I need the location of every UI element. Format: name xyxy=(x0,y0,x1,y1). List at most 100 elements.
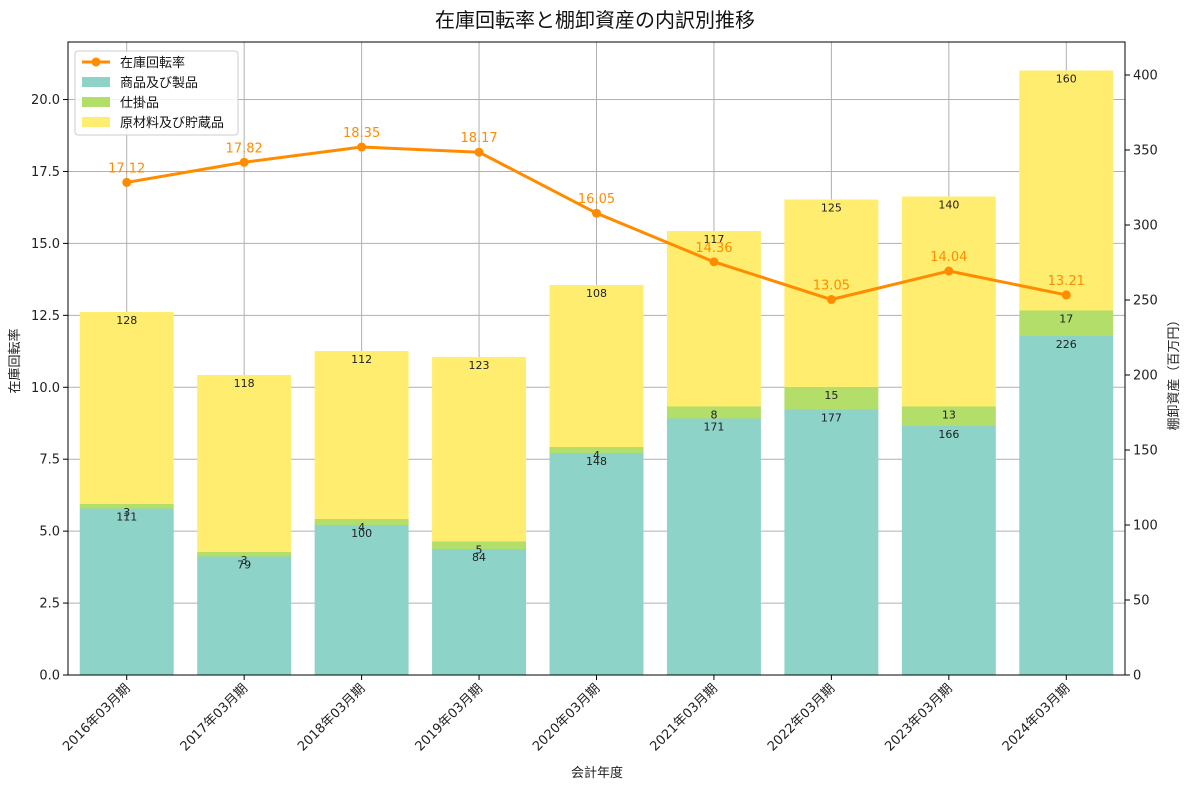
y-left-tick-label: 20.0 xyxy=(31,93,60,108)
bar-value-label: 108 xyxy=(586,287,607,300)
turnover-value-label: 14.04 xyxy=(930,250,967,265)
bar-segment xyxy=(666,406,761,419)
bar-segment xyxy=(314,525,409,675)
bar-value-label: 13 xyxy=(942,409,956,422)
bar-value-label: 17 xyxy=(1059,313,1073,326)
bar-value-label: 148 xyxy=(586,455,607,468)
y-left-tick-label: 17.5 xyxy=(31,165,60,180)
y-axis-left-title: 在庫回転率 xyxy=(7,328,23,393)
y-left-tick-label: 7.5 xyxy=(39,453,60,468)
bar-value-label: 79 xyxy=(237,559,251,572)
y-right-tick-label: 250 xyxy=(1133,294,1158,309)
bar-segment xyxy=(79,312,174,504)
bar-value-label: 100 xyxy=(351,527,372,540)
turnover-point xyxy=(709,257,719,267)
chart-title: 在庫回転率と棚卸資産の内訳別推移 xyxy=(435,8,755,32)
y-left-tick-label: 12.5 xyxy=(31,309,60,324)
bar-segment xyxy=(901,406,996,426)
y-right-tick-label: 150 xyxy=(1133,444,1158,459)
turnover-point xyxy=(357,142,367,152)
y-left-tick-label: 0.0 xyxy=(39,669,60,684)
bar-value-label: 3 xyxy=(241,554,248,567)
bar-segment xyxy=(197,556,292,675)
bar-segment xyxy=(666,418,761,675)
legend-line-marker xyxy=(91,57,101,67)
x-tick-label: 2021年03月期 xyxy=(647,681,720,754)
bar-segment xyxy=(432,541,527,549)
bar-segment xyxy=(314,351,409,519)
y-right-tick-label: 0 xyxy=(1133,669,1141,684)
y-axis-right-title: 棚卸資産（百万円） xyxy=(1166,313,1182,430)
legend-swatch xyxy=(82,77,110,87)
x-tick-label: 2022年03月期 xyxy=(765,681,838,754)
bar-segment xyxy=(1019,336,1114,675)
y-left-tick-label: 15.0 xyxy=(31,237,60,252)
turnover-value-label: 17.82 xyxy=(226,141,263,156)
x-tick-label: 2024年03月期 xyxy=(1000,681,1073,754)
turnover-point xyxy=(1061,290,1071,300)
turnover-value-label: 13.05 xyxy=(813,279,850,294)
x-axis-title: 会計年度 xyxy=(571,765,623,781)
x-tick-label: 2019年03月期 xyxy=(413,681,486,754)
turnover-point xyxy=(239,157,249,167)
bar-value-label: 8 xyxy=(710,409,717,422)
bar-value-label: 15 xyxy=(824,389,838,402)
bar-segment xyxy=(549,285,644,447)
bar-value-label: 5 xyxy=(476,544,483,557)
y-right-tick-label: 300 xyxy=(1133,219,1158,234)
line-layer: 17.12 17.82 18.35 18.17 16.05 14.36 13.05 14.04… xyxy=(108,126,1085,305)
y-right-tick-label: 50 xyxy=(1133,594,1150,609)
bar-segment xyxy=(1019,310,1114,336)
x-tick-label: 2020年03月期 xyxy=(530,681,603,754)
legend-box xyxy=(74,50,239,136)
y-right-tick-label: 200 xyxy=(1133,369,1158,384)
bar-value-label: 112 xyxy=(351,353,372,366)
legend-label: 在庫回転率 xyxy=(120,55,185,71)
turnover-value-label: 14.36 xyxy=(695,241,732,256)
y-right-tick-label: 100 xyxy=(1133,519,1158,534)
bar-value-label: 226 xyxy=(1056,338,1077,351)
turnover-point xyxy=(592,208,601,218)
bar-segment xyxy=(784,409,879,675)
turnover-point xyxy=(826,295,836,305)
legend-swatch xyxy=(82,97,110,107)
bar-segment xyxy=(197,552,292,557)
y-right-tick-label: 400 xyxy=(1133,69,1158,84)
y-left-tick-label: 5.0 xyxy=(39,525,60,540)
legend-label: 原材料及び貯蔵品 xyxy=(120,116,224,131)
bar-segment xyxy=(901,426,996,675)
turnover-point xyxy=(122,177,132,187)
bar-value-label: 166 xyxy=(938,428,959,441)
x-tick-label: 2018年03月期 xyxy=(295,681,368,754)
bar-value-label: 128 xyxy=(116,314,137,327)
turnover-value-label: 18.35 xyxy=(343,126,380,141)
bar-value-label: 171 xyxy=(703,421,724,434)
bar-segment xyxy=(901,196,996,407)
y-left-tick-label: 10.0 xyxy=(31,381,60,396)
bar-segment xyxy=(784,387,879,410)
bar-segment xyxy=(549,447,644,453)
y-left-tick-label: 2.5 xyxy=(39,597,60,612)
bar-value-label: 84 xyxy=(472,551,486,564)
bar-value-label: 4 xyxy=(358,521,365,534)
turnover-value-label: 18.17 xyxy=(460,131,497,146)
bar-value-label: 177 xyxy=(821,412,842,425)
x-tick-label: 2017年03月期 xyxy=(178,681,251,754)
bar-segment xyxy=(432,357,527,542)
legend-label: 仕掛品 xyxy=(120,96,159,111)
turnover-point xyxy=(474,147,484,157)
bar-value-label: 117 xyxy=(703,233,724,246)
turnover-value-label: 17.12 xyxy=(108,161,145,176)
bar-segment xyxy=(79,508,174,675)
turnover-value-label: 13.21 xyxy=(1048,274,1085,289)
bar-segment xyxy=(197,375,292,552)
turnover-value-label: 16.05 xyxy=(578,192,615,207)
bar-value-label: 160 xyxy=(1056,73,1077,86)
bar-value-label: 4 xyxy=(593,449,600,462)
bar-segment xyxy=(1019,70,1114,311)
bars-layer: 1113128793118100411284512314841081718117… xyxy=(79,70,1114,675)
legend-swatch xyxy=(82,117,110,127)
bar-segment xyxy=(432,549,527,675)
bar-segment xyxy=(79,504,174,509)
